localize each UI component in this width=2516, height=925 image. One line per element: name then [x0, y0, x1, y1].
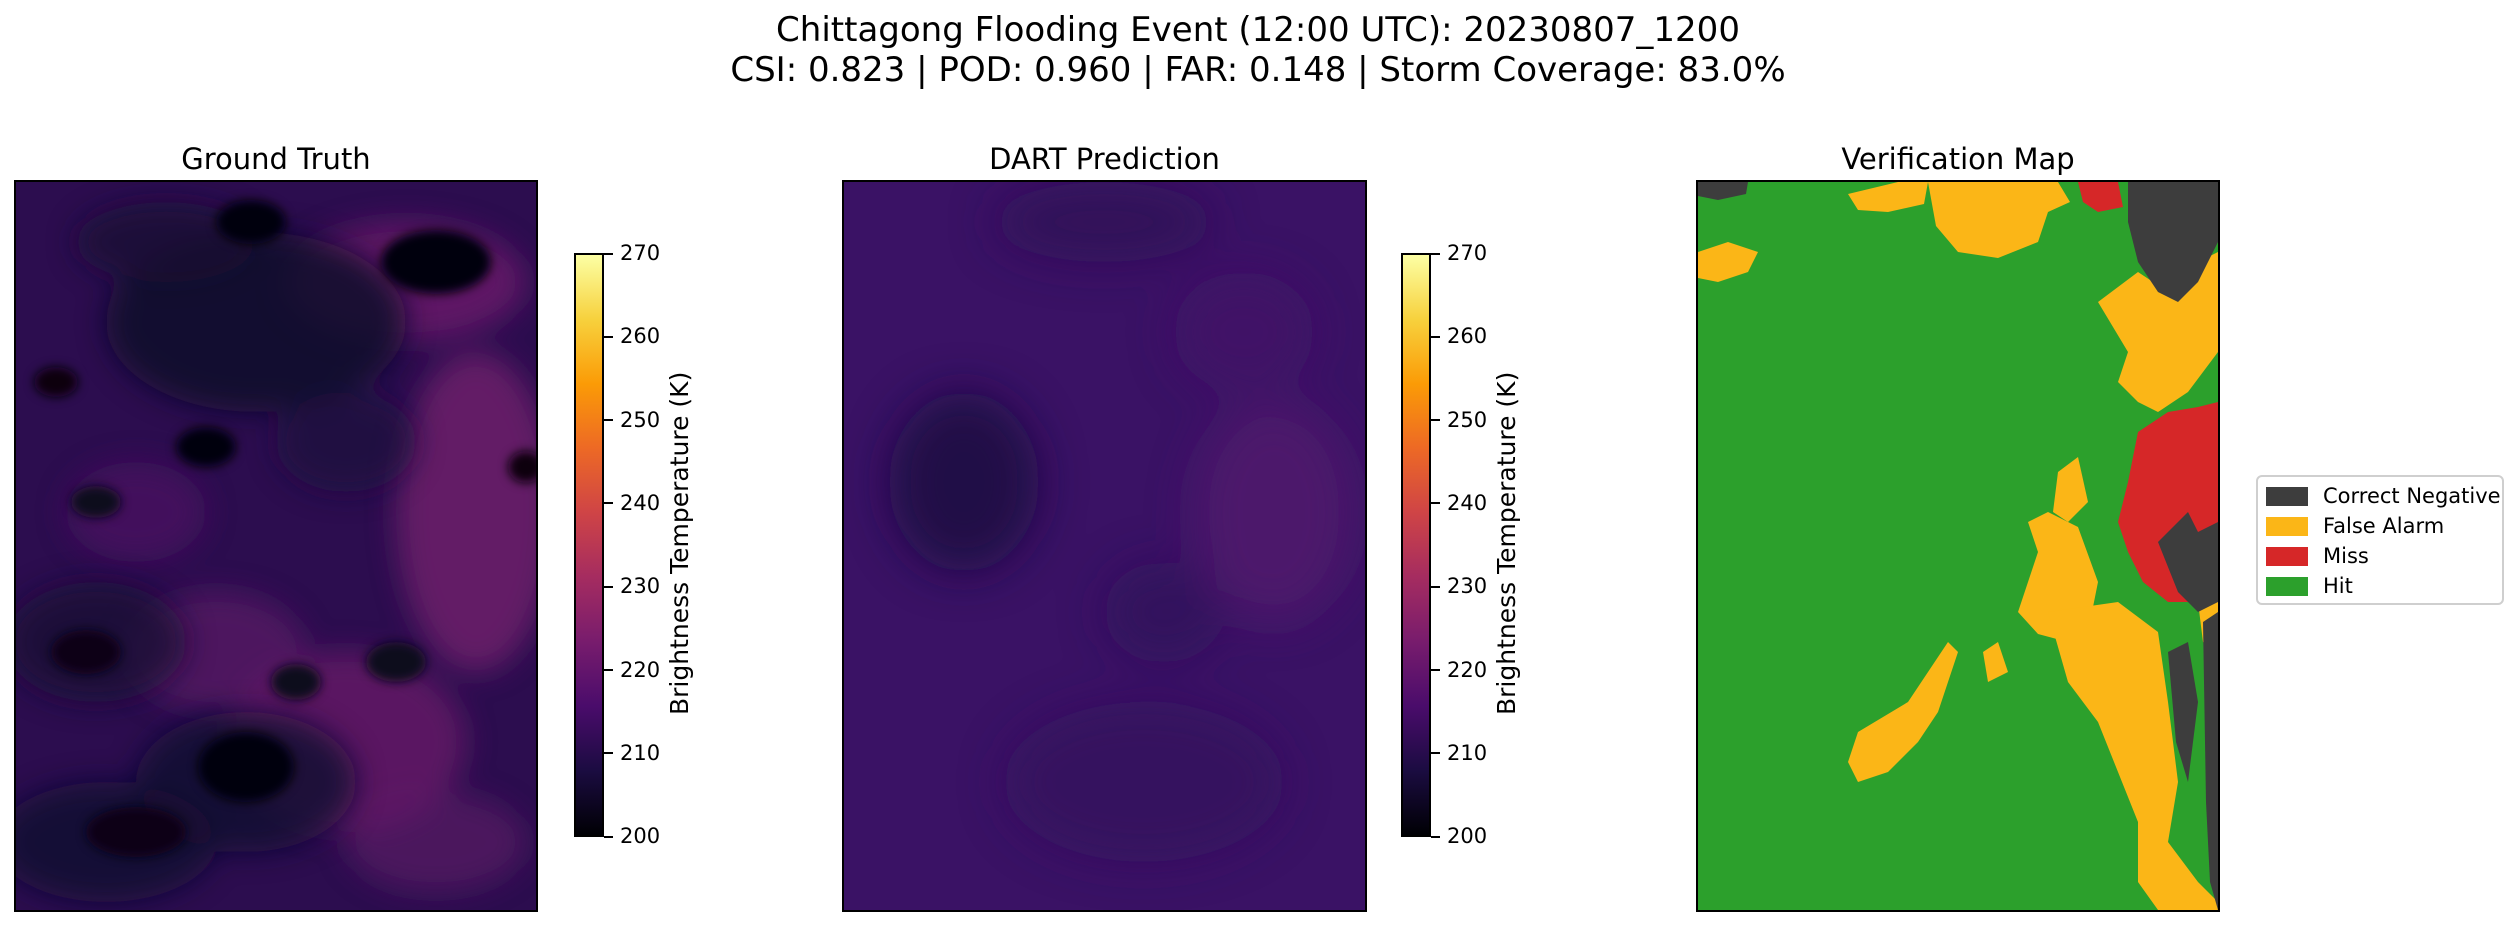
ground-truth-colorbar [574, 253, 604, 837]
cbar1-tick-label: 210 [620, 741, 661, 765]
dart-prediction-heatmap [842, 180, 1367, 912]
dart-prediction-colorbar-label: Brightness Temperature (K) [1492, 371, 1521, 715]
cbar1-tick-label: 200 [620, 824, 661, 848]
cbar1-tick-label: 260 [620, 324, 661, 348]
cbar1-tick-label: 220 [620, 658, 661, 682]
legend-swatch [2266, 576, 2308, 596]
legend-swatch [2266, 486, 2308, 506]
cbar1-tick-mark [604, 752, 613, 754]
cbar1-tick-mark [604, 253, 613, 255]
cbar1-tick-mark [604, 836, 613, 838]
cbar2-tick-mark [1431, 419, 1440, 421]
cbar2-tick-mark [1431, 502, 1440, 504]
cbar2-tick-label: 230 [1447, 574, 1488, 598]
verif-correct-negative-regions [1698, 182, 2218, 910]
dart-prediction-image [844, 182, 1365, 910]
cbar2-tick-mark [1431, 836, 1440, 838]
cbar1-tick-mark [604, 586, 613, 588]
cbar2-tick-mark [1431, 586, 1440, 588]
cbar2-tick-mark [1431, 669, 1440, 671]
legend-item-hit: Hit [2266, 571, 2353, 601]
legend-swatch [2266, 546, 2308, 566]
cbar1-tick-mark [604, 502, 613, 504]
cbar2-tick-label: 250 [1447, 408, 1488, 432]
cbar1-tick-mark [604, 336, 613, 338]
cbar1-tick-label: 240 [620, 491, 661, 515]
dart-prediction-title: DART Prediction [989, 142, 1220, 176]
cbar2-tick-mark [1431, 752, 1440, 754]
ground-truth-image [16, 182, 536, 910]
legend-label: False Alarm [2323, 514, 2445, 538]
ground-truth-title: Ground Truth [181, 142, 371, 176]
cbar1-tick-mark [604, 669, 613, 671]
verification-map-image [1698, 182, 2218, 910]
cbar2-tick-mark [1431, 253, 1440, 255]
verification-map-title: Verification Map [1841, 142, 2075, 176]
verification-map-heatmap [1696, 180, 2220, 912]
cbar2-tick-label: 210 [1447, 741, 1488, 765]
legend-label: Hit [2323, 574, 2353, 598]
legend-item-false-alarm: False Alarm [2266, 511, 2444, 541]
cbar1-tick-label: 230 [620, 574, 661, 598]
cbar1-tick-mark [604, 419, 613, 421]
dart-prediction-colorbar [1401, 253, 1431, 837]
cbar2-tick-label: 220 [1447, 658, 1488, 682]
cbar2-tick-mark [1431, 336, 1440, 338]
verif-false-alarm-regions [1698, 182, 2218, 910]
legend-item-miss: Miss [2266, 541, 2369, 571]
cbar2-tick-label: 240 [1447, 491, 1488, 515]
cbar1-tick-label: 250 [620, 408, 661, 432]
figure-title-line-2: CSI: 0.823 | POD: 0.960 | FAR: 0.148 | S… [730, 50, 1786, 90]
figure-title-line-1: Chittagong Flooding Event (12:00 UTC): 2… [776, 10, 1740, 50]
ground-truth-heatmap [14, 180, 538, 912]
gt-cold-cores [34, 200, 536, 857]
ground-truth-colorbar-label: Brightness Temperature (K) [665, 371, 694, 715]
legend-swatch [2266, 516, 2308, 536]
cbar2-tick-label: 270 [1447, 241, 1488, 265]
verification-legend: Correct Negative False Alarm Miss Hit [2256, 475, 2504, 605]
cbar1-tick-label: 270 [620, 241, 661, 265]
legend-label: Correct Negative [2323, 484, 2501, 508]
cbar2-tick-label: 260 [1447, 324, 1488, 348]
legend-item-correct-negative: Correct Negative [2266, 481, 2501, 511]
legend-label: Miss [2323, 544, 2369, 568]
dart-smooth-field [889, 182, 1354, 862]
cbar2-tick-label: 200 [1447, 824, 1488, 848]
